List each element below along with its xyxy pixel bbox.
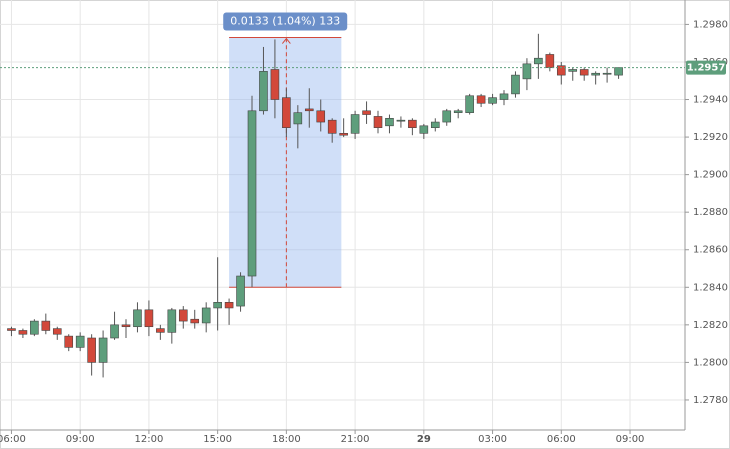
x-tick-label: 21:00 bbox=[341, 434, 370, 445]
candle-body bbox=[534, 57, 543, 65]
candle-body bbox=[133, 309, 142, 328]
candle-body bbox=[144, 309, 154, 328]
candle-body bbox=[602, 72, 612, 75]
y-tick-label: 1.2840 bbox=[693, 282, 728, 293]
candle-body bbox=[75, 335, 85, 348]
y-tick-label: 1.2900 bbox=[693, 170, 728, 181]
candle-body bbox=[156, 328, 165, 333]
candle-body bbox=[259, 71, 268, 112]
candle-body bbox=[499, 93, 509, 100]
candle-body bbox=[396, 119, 406, 122]
y-tick-label: 1.2880 bbox=[693, 207, 728, 218]
candle-body bbox=[247, 110, 257, 277]
x-tick-label: 12:00 bbox=[134, 434, 163, 445]
y-tick-label: 1.2980 bbox=[693, 19, 728, 30]
candle-body bbox=[293, 112, 303, 125]
last-price-box bbox=[686, 60, 726, 75]
candle-body bbox=[385, 117, 394, 127]
candle-body bbox=[190, 318, 200, 324]
candle-body bbox=[41, 320, 51, 331]
candle-body bbox=[167, 309, 177, 333]
candle-body bbox=[121, 324, 131, 328]
candle-body bbox=[304, 108, 314, 112]
candle-body bbox=[453, 110, 463, 113]
candle-body bbox=[568, 69, 578, 72]
measure-label-box bbox=[223, 12, 348, 31]
candle-body bbox=[327, 119, 337, 134]
candle-body bbox=[18, 330, 28, 335]
candle-body bbox=[339, 133, 348, 136]
candle-body bbox=[350, 114, 360, 134]
candle-body bbox=[110, 324, 119, 339]
candle-body bbox=[7, 328, 16, 331]
candle-body bbox=[419, 125, 429, 134]
x-tick-label: 29 bbox=[417, 434, 431, 445]
x-tick-label: 15:00 bbox=[203, 434, 232, 445]
x-tick-label: 18:00 bbox=[272, 434, 301, 445]
arrow-head bbox=[281, 37, 291, 44]
candle-body bbox=[476, 95, 486, 104]
candle-body bbox=[282, 97, 291, 128]
candle-body bbox=[522, 63, 532, 80]
candle-body bbox=[511, 74, 520, 95]
x-tick-label: 06:00 bbox=[0, 434, 26, 445]
x-tick-label: 09:00 bbox=[66, 434, 95, 445]
x-tick-label: 09:00 bbox=[616, 434, 645, 445]
x-tick-label: 06:00 bbox=[547, 434, 576, 445]
y-tick-label: 1.2940 bbox=[693, 95, 728, 106]
candle-body bbox=[430, 121, 440, 128]
candle-body bbox=[614, 67, 623, 76]
candle-body bbox=[52, 328, 62, 335]
candle-body bbox=[64, 335, 74, 348]
candle-body bbox=[178, 309, 188, 322]
candle-body bbox=[213, 302, 222, 309]
candle-body bbox=[30, 320, 39, 335]
y-tick-label: 1.2860 bbox=[693, 245, 728, 256]
candle-body bbox=[488, 97, 497, 104]
x-tick-label: 03:00 bbox=[478, 434, 507, 445]
candle-body bbox=[556, 65, 566, 76]
candle-body bbox=[224, 302, 234, 309]
candle-body bbox=[591, 72, 600, 76]
measure-range bbox=[229, 37, 342, 288]
candle-body bbox=[201, 307, 211, 324]
candle-body bbox=[465, 95, 474, 113]
candle-body bbox=[579, 69, 589, 76]
candle-body bbox=[87, 337, 96, 363]
candle-body bbox=[545, 54, 555, 68]
y-tick-label: 1.2780 bbox=[693, 395, 728, 406]
y-tick-label: 1.2820 bbox=[693, 320, 728, 331]
candle-body bbox=[373, 116, 383, 128]
y-tick-label: 1.2920 bbox=[693, 132, 728, 143]
measure-label: 0.0133 (1.04%) 133 bbox=[230, 15, 340, 28]
candle-body bbox=[236, 275, 245, 307]
candle-body bbox=[316, 110, 326, 123]
last-price-label: 1.2957 bbox=[687, 63, 726, 74]
candle-body bbox=[442, 110, 452, 123]
candle-body bbox=[98, 337, 108, 363]
candle-body bbox=[270, 69, 280, 100]
candle-body bbox=[362, 110, 371, 115]
candle-body bbox=[408, 119, 417, 128]
y-tick-label: 1.2800 bbox=[693, 357, 728, 368]
